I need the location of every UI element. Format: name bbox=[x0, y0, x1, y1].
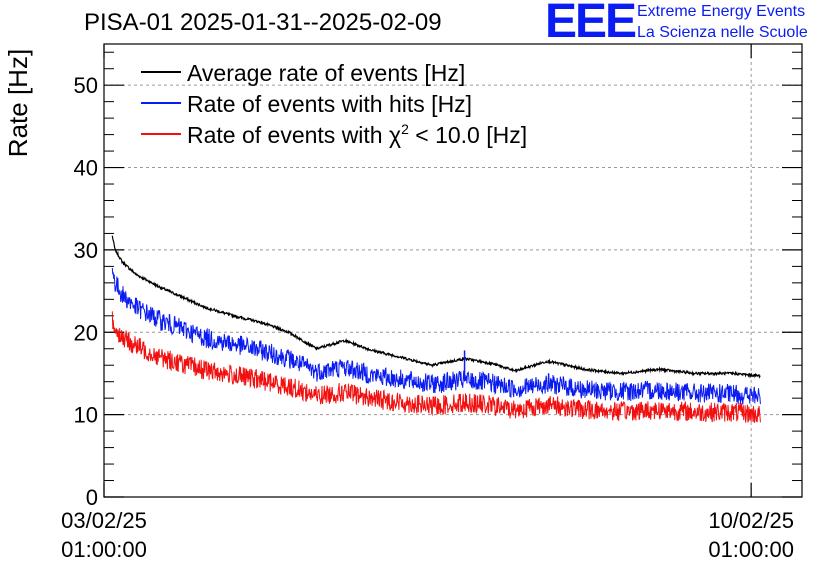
y-tick-label: 40 bbox=[74, 156, 98, 181]
legend-text-chi: χ bbox=[389, 122, 401, 148]
series-line bbox=[111, 267, 761, 405]
axes: 0 10 20 30 40 50 03/02/25 01:00:00 10/02/25 01:00… bbox=[61, 44, 802, 562]
y-tick-label: 30 bbox=[74, 238, 98, 263]
series-line bbox=[111, 311, 761, 423]
x-tick-label-date: 10/02/25 bbox=[708, 508, 794, 533]
logo-line-1: Extreme Energy Events bbox=[637, 3, 806, 20]
series-line bbox=[111, 235, 761, 379]
logo-mark: EEE bbox=[545, 0, 637, 48]
series-group bbox=[111, 235, 761, 423]
legend-label: Average rate of events [Hz] bbox=[187, 60, 465, 86]
legend-text-sup: 2 bbox=[401, 121, 409, 137]
legend: Average rate of events [Hz] Rate of event… bbox=[141, 60, 527, 148]
series-2 bbox=[111, 311, 761, 423]
logo-line-2: La Scienza nelle Scuole bbox=[637, 24, 808, 41]
x-tick-label-time: 01:00:00 bbox=[61, 537, 147, 562]
legend-label: Rate of events with χ2 < 10.0 [Hz] bbox=[187, 121, 527, 148]
series-1 bbox=[111, 267, 761, 405]
x-tick-label-time: 01:00:00 bbox=[708, 537, 794, 562]
legend-label: Rate of events with hits [Hz] bbox=[187, 91, 472, 117]
legend-text-pre: Rate of events with bbox=[187, 122, 389, 148]
x-tick-label-date: 03/02/25 bbox=[61, 508, 147, 533]
series-0 bbox=[111, 235, 761, 379]
y-tick-label: 10 bbox=[74, 403, 98, 428]
plot-frame bbox=[103, 43, 803, 498]
y-tick-label: 50 bbox=[74, 73, 98, 98]
eee-logo: EEE Extreme Energy Events La Scienza nel… bbox=[545, 0, 835, 48]
grid bbox=[103, 44, 802, 497]
y-axis-label: Rate [Hz] bbox=[3, 49, 33, 157]
chart-title: PISA-01 2025-01-31--2025-02-09 bbox=[84, 9, 442, 36]
y-tick-label: 0 bbox=[86, 485, 98, 510]
y-tick-label: 20 bbox=[74, 320, 98, 345]
legend-text-post: < 10.0 [Hz] bbox=[409, 122, 527, 148]
